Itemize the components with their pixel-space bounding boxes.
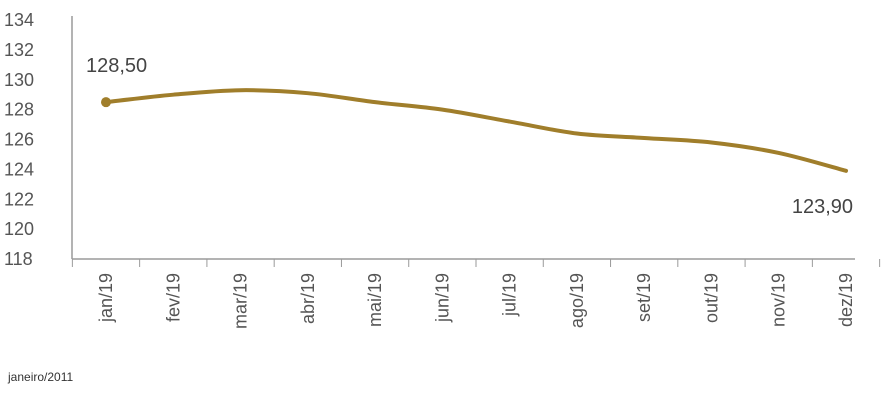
x-tick-label: set/19 — [634, 273, 654, 322]
x-tick-label: ago/19 — [567, 273, 587, 328]
y-tick-label: 126 — [4, 130, 34, 150]
footnote: janeiro/2011 — [8, 370, 74, 384]
y-tick-label: 122 — [4, 189, 34, 209]
y-tick-label: 132 — [4, 40, 34, 60]
y-tick-label: 130 — [4, 70, 34, 90]
x-tick-label: nov/19 — [769, 273, 789, 327]
x-tick-label: jul/19 — [500, 273, 520, 317]
x-tick-label: mai/19 — [365, 273, 385, 327]
x-axis-ticks: jan/19 fev/19 mar/19 abr/19 mai/19 jun/19 jul/… — [71, 259, 881, 329]
data-label: 128,50 — [86, 55, 147, 77]
y-tick-label: 118 — [4, 249, 33, 269]
data-labels: 128,50 123,90 — [86, 55, 853, 218]
x-tick-label: jun/19 — [432, 273, 452, 323]
x-tick-label: mar/19 — [231, 273, 251, 329]
x-tick-label: fev/19 — [163, 273, 183, 322]
y-tick-label: 134 — [4, 10, 34, 30]
series-line — [104, 88, 848, 173]
series-point-marker — [101, 97, 111, 108]
x-tick-label: abr/19 — [298, 273, 318, 324]
x-tick-label: dez/19 — [836, 273, 856, 327]
data-label: 123,90 — [792, 196, 853, 218]
y-tick-label: 124 — [4, 159, 34, 179]
x-tick-label: out/19 — [701, 273, 721, 323]
y-tick-label: 120 — [4, 219, 34, 239]
y-tick-label: 128 — [4, 100, 34, 120]
y-axis-ticks: 134 132 130 128 126 124 122 120 118 — [4, 10, 34, 269]
x-tick-label: jan/19 — [96, 273, 116, 323]
series-group — [101, 88, 848, 173]
